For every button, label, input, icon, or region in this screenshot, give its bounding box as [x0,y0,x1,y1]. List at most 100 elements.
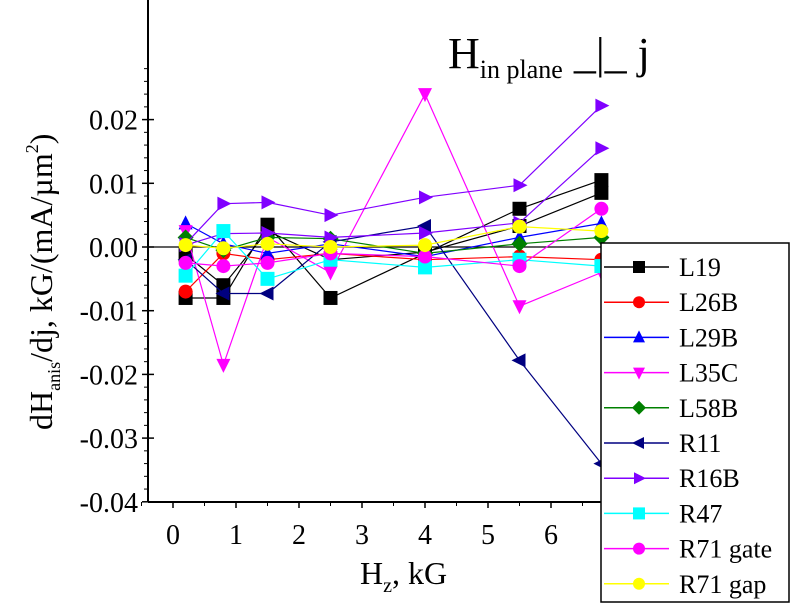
legend-item: R71 gate [604,535,772,564]
series-line [185,92,602,367]
data-point [594,173,609,188]
series-line [185,179,602,299]
legend-label: L35C [679,359,738,388]
series-layer [177,88,610,471]
data-point [260,255,275,270]
data-point [594,185,609,200]
legend-label: R11 [679,429,721,458]
legend-label: L26B [679,288,738,317]
legend-label: R71 gap [679,570,766,599]
data-point [512,219,527,234]
data-point [178,255,193,270]
legend-item: L26B [604,288,738,317]
data-point [594,224,609,239]
legend: L19 L26B L29B L35C L58B R11 R16B R47 R71 gate R71… [600,242,790,603]
data-point [216,241,231,256]
chart-title: Hin plane _|_ j [448,29,650,84]
legend-marker [633,577,645,590]
data-point [512,259,527,274]
series-line [185,105,602,245]
legend-marker [633,367,645,380]
data-point [216,358,231,373]
data-point [418,249,432,264]
series-l19 [178,173,609,305]
y-axis-label: dHanis/dj, kG/(mA/µm2) [22,134,64,430]
data-point [178,284,193,299]
x-tick-label: 3 [355,520,369,551]
legend-label: L19 [679,253,721,282]
data-point [178,238,193,253]
legend-label: R71 gate [679,535,772,564]
legend-label: L29B [679,323,738,352]
data-point [418,238,432,253]
data-point [511,235,528,252]
legend-marker [633,507,645,520]
data-point [512,300,527,315]
series-line [185,147,602,246]
legend-label: L58B [679,394,738,423]
y-tick-label: 0.02 [89,106,138,137]
legend-marker [633,542,645,555]
legend-label: R47 [679,499,722,528]
series-line [185,252,602,293]
series-r71-gap [178,219,609,256]
axis-ticks: 0.02 0.01 0.00 -0.01 -0.02 -0.03 -0.04 0 1 2 3 4 5 6 [80,68,583,551]
data-point [323,266,338,281]
data-point [260,245,275,260]
data-point [419,190,433,205]
legend-marker [633,296,645,309]
x-tick-label: 1 [229,520,243,551]
data-point [417,218,431,233]
data-point [511,353,526,368]
x-tick-label: 4 [418,520,432,551]
data-point [512,201,527,216]
legend-item: L29B [604,323,738,352]
y-tick-label: -0.04 [80,488,138,519]
series-r11 [177,218,608,471]
legend-item: L35C [604,359,738,388]
data-point [594,201,609,216]
y-tick-label: -0.03 [80,424,138,455]
data-point [260,271,275,286]
data-point [216,224,231,239]
legend-marker [632,400,646,415]
data-point [323,290,338,305]
data-point [323,240,338,254]
x-tick-label: 5 [481,520,495,551]
data-point [595,141,610,156]
legend-item: R47 [604,499,722,528]
legend-item: R71 gap [604,570,766,599]
y-tick-label: 0.00 [89,233,138,264]
series-line [185,192,602,287]
x-tick-label: 0 [166,520,180,551]
legend-item: L58B [604,394,738,423]
data-point [418,260,432,275]
data-point [260,236,275,251]
data-point [217,196,232,211]
series-l35c [178,88,609,373]
data-point [595,98,610,113]
legend-item: R11 [604,429,721,458]
series-line [185,222,602,258]
legend-item: R16B [604,464,740,493]
data-point [324,208,339,223]
legend-item: L19 [604,253,721,282]
x-tick-label: 6 [544,520,558,551]
series-line [185,225,602,249]
data-point [178,268,193,283]
legend-label: R16B [679,464,740,493]
legend-marker [634,472,646,485]
data-point [513,178,528,193]
y-tick-label: -0.01 [80,297,138,328]
legend-marker [633,261,645,273]
x-axis-label: Hz, kG [360,555,447,597]
series-r71-gate [178,201,609,274]
legend-marker [633,330,645,343]
series-r16b [179,98,610,253]
legend-marker [632,437,644,449]
y-tick-label: -0.02 [80,360,138,391]
data-point [259,286,274,301]
data-point [419,225,433,240]
data-point [215,286,230,301]
